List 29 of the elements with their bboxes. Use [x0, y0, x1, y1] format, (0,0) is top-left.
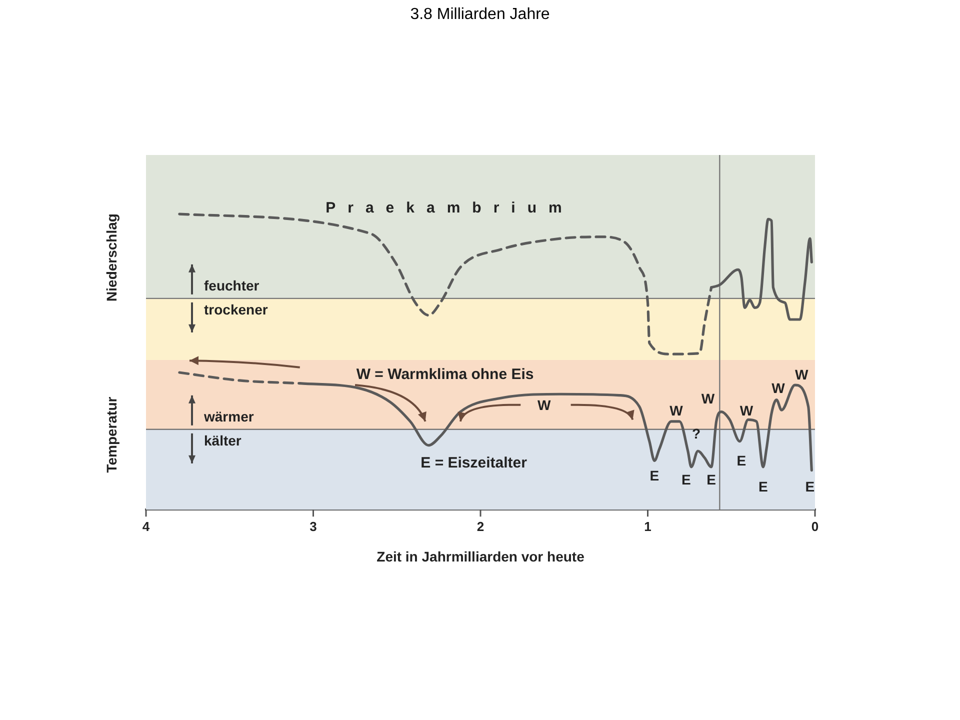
x-tick-label: 3	[310, 518, 317, 534]
annotation: W	[795, 366, 810, 382]
text: E	[706, 471, 716, 488]
annotation: E = Eiszeitalter	[420, 454, 528, 472]
text: E	[758, 478, 768, 494]
text: E	[682, 471, 691, 488]
band-label: wärmer	[203, 408, 254, 424]
annotation: Praekambrium	[326, 199, 574, 216]
band-label: kälter	[204, 432, 242, 448]
annotation: E	[650, 467, 660, 484]
text: E	[805, 478, 815, 494]
band-label: trockener	[204, 301, 268, 318]
annotation: W	[701, 390, 716, 407]
x-tick-label: 1	[644, 518, 652, 534]
annotation: E	[736, 452, 746, 469]
x-tick-label: 2	[476, 518, 484, 534]
annotation: W	[537, 396, 552, 413]
annotation: ?	[692, 425, 701, 442]
band-label: feuchter	[204, 277, 260, 294]
y-axis-title: Niederschlag	[103, 214, 120, 302]
annotation: W	[772, 380, 786, 396]
x-tick-label: 0	[811, 518, 819, 534]
x-tick-label: 4	[142, 518, 150, 534]
y-axis-title: Temperatur	[103, 396, 120, 473]
x-axis-title: Zeit in Jahrmilliarden vor heute	[376, 548, 585, 564]
chart-title: 3.8 Milliarden Jahre	[409, 6, 551, 24]
annotation: W	[740, 402, 754, 419]
annotation: W	[670, 402, 684, 419]
annotation: W = Warmklima ohne Eis	[356, 366, 534, 384]
